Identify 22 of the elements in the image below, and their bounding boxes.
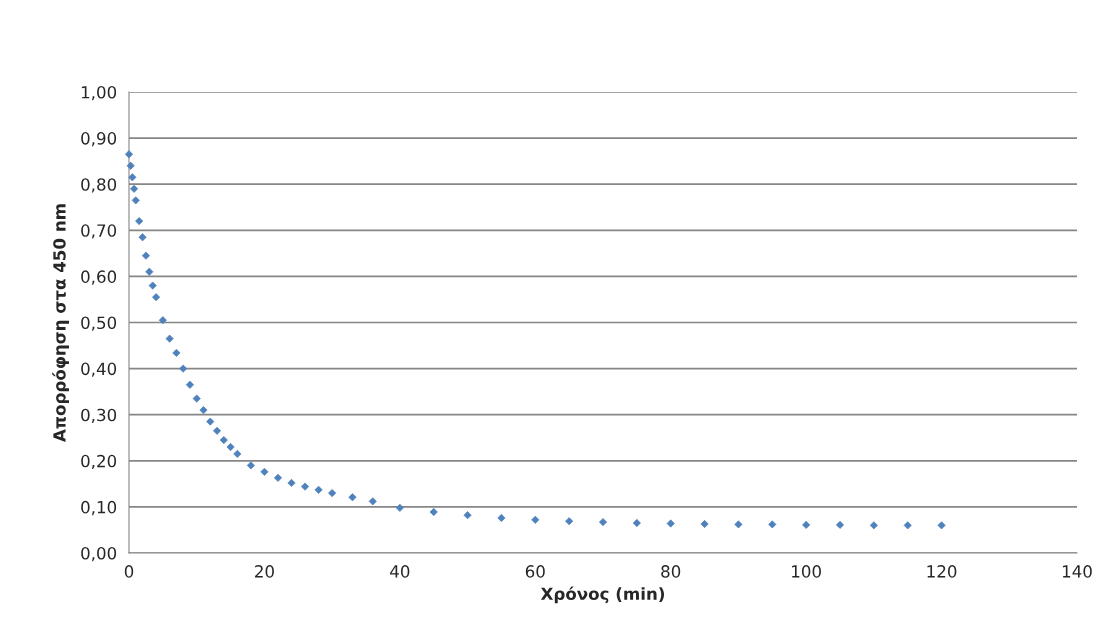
y-tick-label: 0,80 <box>81 178 117 193</box>
y-tick-label: 0,70 <box>81 224 117 239</box>
y-tick-label: 0,10 <box>81 500 117 516</box>
x-tick-label: 120 <box>927 565 957 578</box>
x-tick-label: 40 <box>390 565 410 578</box>
y-tick-label: 0,50 <box>81 316 117 331</box>
x-tick-label: 60 <box>525 565 545 578</box>
x-tick-label: 80 <box>661 565 681 578</box>
y-tick-label: 1,00 <box>81 85 117 101</box>
x-axis-title: Χρόνος (min) <box>540 586 665 604</box>
y-tick-label: 0,60 <box>81 270 117 285</box>
y-tick-label: 0,00 <box>81 546 117 562</box>
x-tick-label: 100 <box>792 565 821 578</box>
x-tick-label: 20 <box>255 565 274 578</box>
y-tick-label: 0,30 <box>81 408 117 423</box>
y-tick-label: 0,40 <box>81 362 117 377</box>
x-tick-label: 0 <box>124 565 134 578</box>
y-axis-title: Απορρόφηση στα 450 nm <box>52 204 69 442</box>
point <box>497 513 506 522</box>
x-tick-label: 140 <box>1062 565 1092 578</box>
y-tick-label: 0,90 <box>81 132 117 147</box>
y-tick-label: 0,20 <box>81 454 117 470</box>
